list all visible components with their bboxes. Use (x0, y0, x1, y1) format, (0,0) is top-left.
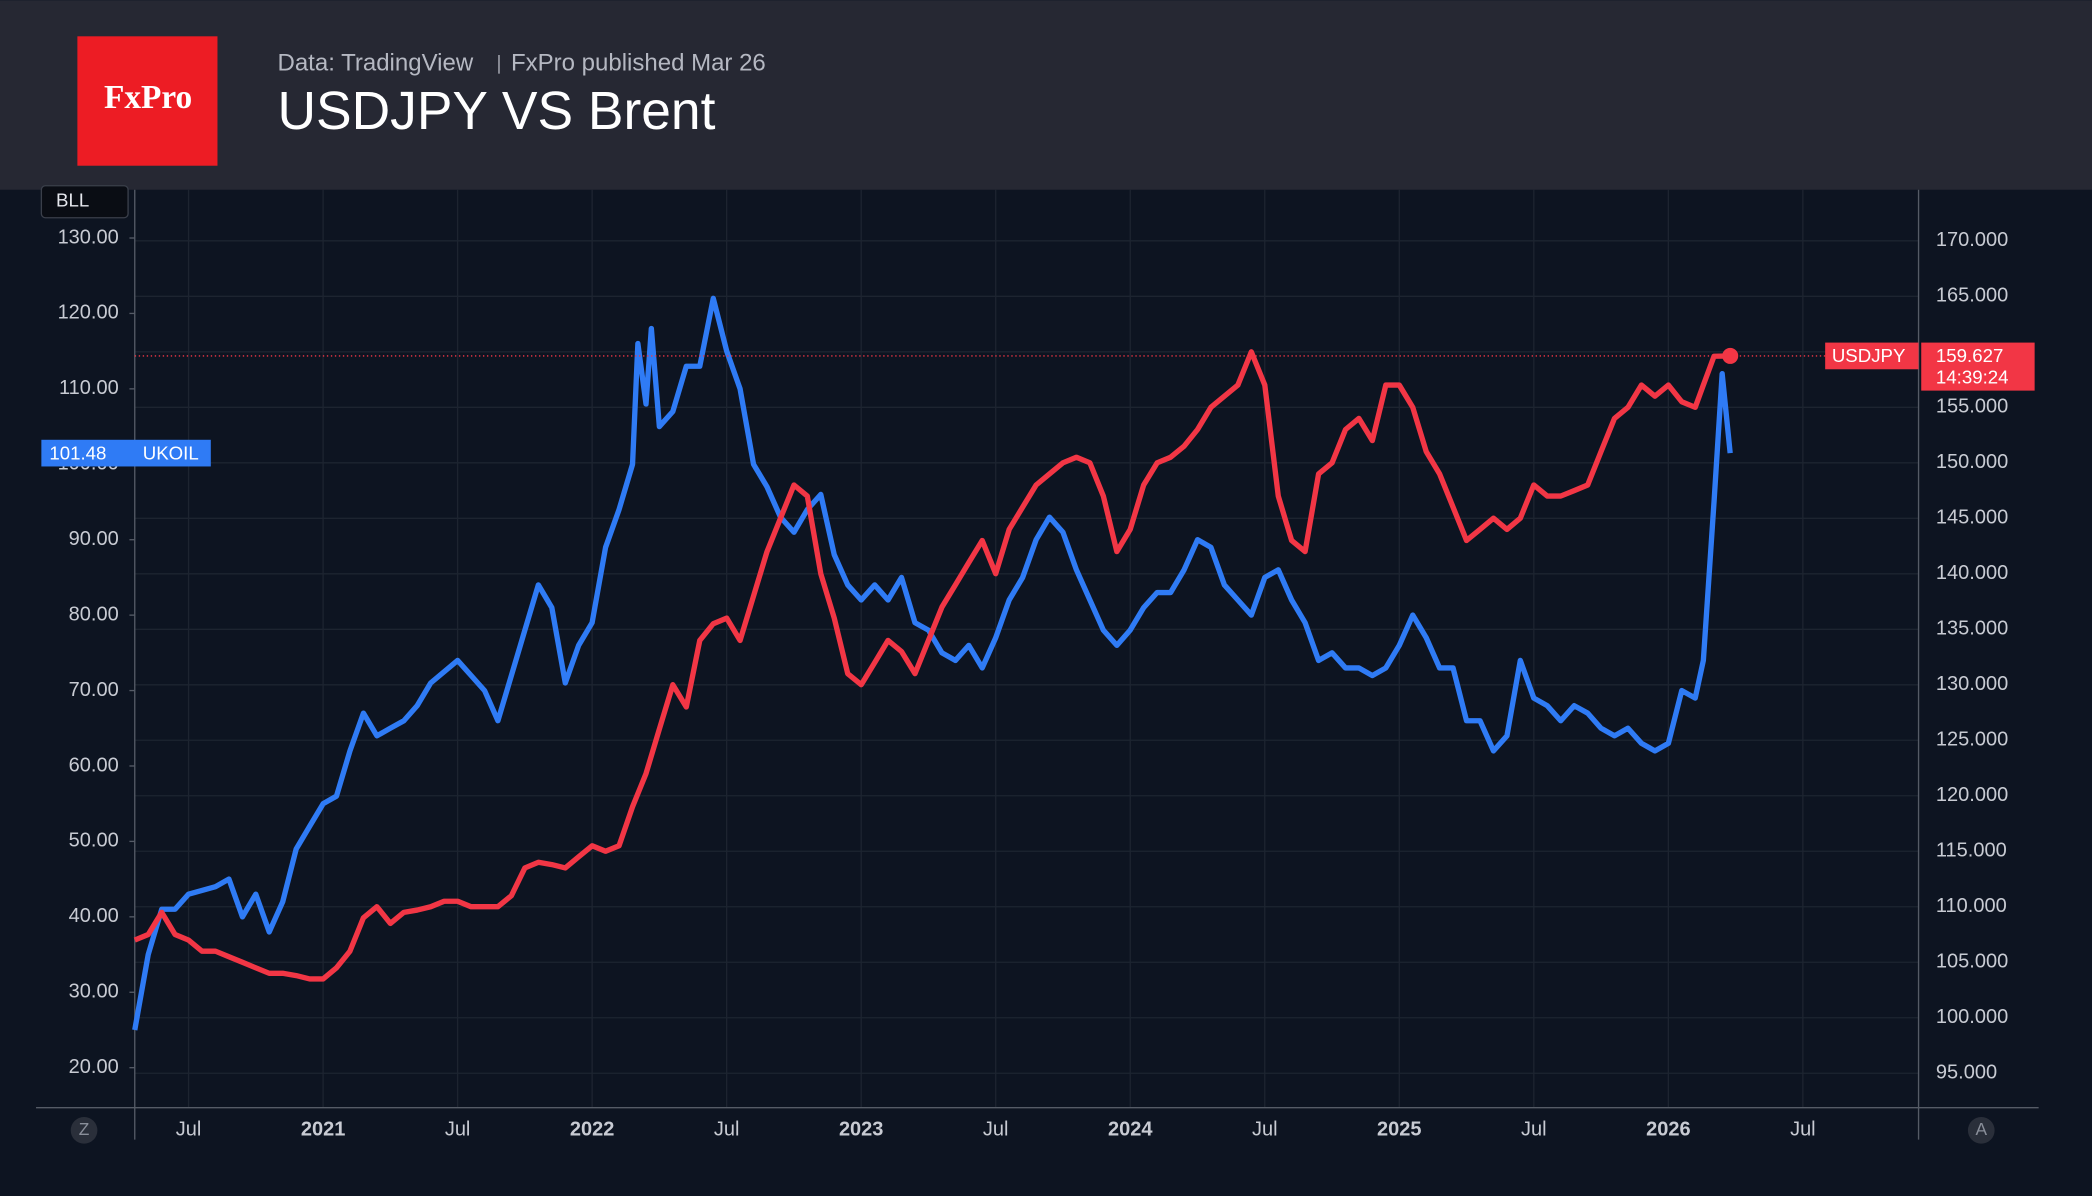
y-tick-label: 60.00 (69, 754, 119, 776)
button[interactable] (1967, 1116, 1995, 1144)
y2-tick-label: 145.000 (1936, 507, 2008, 529)
y2-tick-label: 155.000 (1936, 396, 2008, 418)
legend-box (41, 439, 211, 467)
y-axis-label: BLL (56, 190, 89, 211)
y-tick-label: 70.00 (69, 679, 119, 701)
y2-tick-label: 125.000 (1936, 729, 2008, 751)
legend-box (1825, 342, 1919, 370)
x-tick-label: Jul (983, 1119, 1009, 1141)
logo: FxPro (104, 79, 192, 116)
y-tick-label: 130.00 (58, 226, 119, 248)
y2-tick-label: 95.000 (1936, 1062, 1997, 1084)
y2-tick-label: 140.000 (1936, 562, 2008, 584)
value-label: 101.48 (49, 442, 106, 463)
x-tick-label: Jul (1252, 1119, 1278, 1141)
y2-tick-label: 120.000 (1936, 784, 2008, 806)
y-tick-label: 50.00 (69, 830, 119, 852)
x-tick-label: 2026 (1646, 1119, 1691, 1141)
y-tick-label: 40.00 (69, 905, 119, 927)
button[interactable] (70, 1116, 98, 1144)
x-tick-label: Jul (445, 1119, 471, 1141)
y2-tick-label: 105.000 (1936, 951, 2008, 973)
y-tick-label: 30.00 (69, 981, 119, 1003)
logo-box (77, 36, 218, 166)
source: Data: TradingView (278, 50, 474, 77)
x-tick-label: 2025 (1377, 1119, 1422, 1141)
value-label: 159.627 (1936, 345, 2003, 366)
y-tick-label: 80.00 (69, 603, 119, 625)
published: FxPro published Mar 26 (511, 50, 766, 77)
header-bar (0, 0, 2092, 190)
y2-tick-label: 165.000 (1936, 285, 2008, 307)
timer-label: 14:39:24 (1936, 367, 2009, 388)
y2-tick-label: 150.000 (1936, 451, 2008, 473)
y2-tick-label: 110.000 (1936, 895, 2007, 917)
x-tick-label: 2021 (301, 1119, 346, 1141)
x-tick-label: Jul (1790, 1119, 1816, 1141)
legend-entry: UKOIL (143, 442, 199, 463)
button-label[interactable]: Z (79, 1119, 90, 1139)
legend-entry: USDJPY (1832, 345, 1906, 366)
x-tick-label: 2023 (839, 1119, 884, 1141)
y2-tick-label: 130.000 (1936, 673, 2008, 695)
series-line (133, 349, 1731, 982)
y-tick-label: 120.00 (58, 302, 119, 324)
y-tick-label: 20.00 (69, 1056, 119, 1078)
title: USDJPY VS Brent (278, 82, 716, 141)
y-tick-label: 90.00 (69, 528, 119, 550)
y-tick-label: 110.00 (59, 377, 119, 399)
x-tick-label: Jul (176, 1119, 202, 1141)
y2-tick-label: 115.000 (1936, 840, 2007, 862)
x-tick-label: 2022 (570, 1119, 615, 1141)
axis-label-box (40, 185, 129, 219)
y2-tick-label: 100.000 (1936, 1006, 2008, 1028)
y2-tick-label: 170.000 (1936, 229, 2008, 251)
x-tick-label: 2024 (1108, 1119, 1153, 1141)
button-label[interactable]: A (1975, 1119, 1987, 1139)
last-point (1722, 347, 1739, 364)
x-tick-label: Jul (1521, 1119, 1547, 1141)
x-tick-label: Jul (714, 1119, 740, 1141)
series-line (132, 295, 1733, 1031)
price-box (1921, 342, 2035, 391)
y2-tick-label: 135.000 (1936, 618, 2008, 640)
